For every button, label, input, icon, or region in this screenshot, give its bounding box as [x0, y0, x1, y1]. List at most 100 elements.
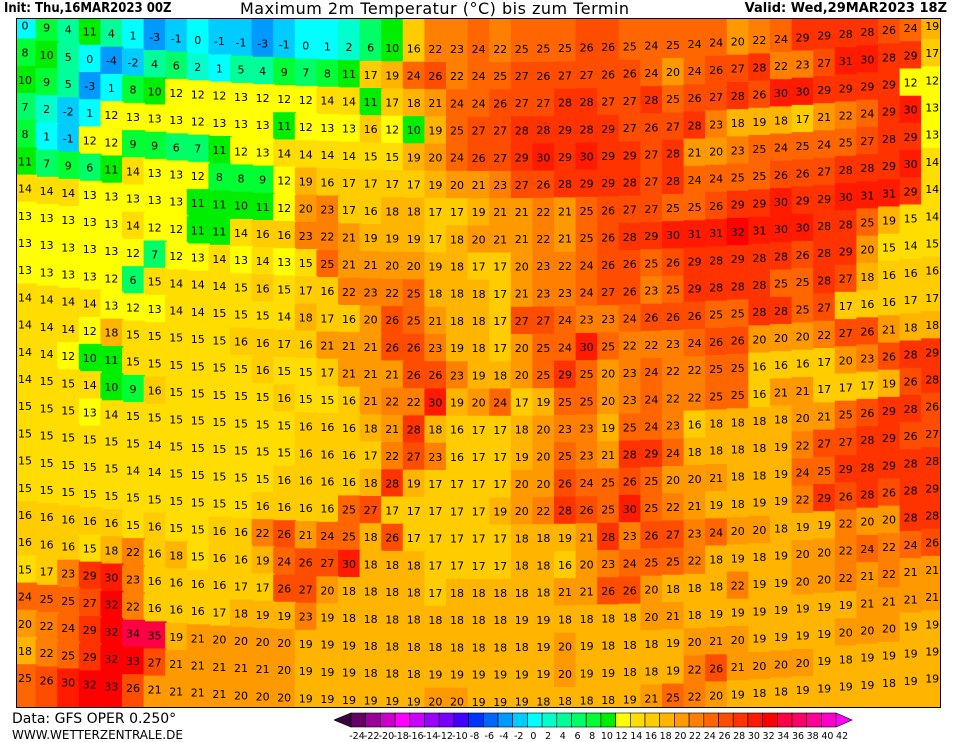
temperature-cell — [316, 549, 340, 578]
temperature-cell — [230, 137, 253, 166]
temperature-value: 28 — [839, 28, 853, 41]
temperature-cell — [683, 492, 707, 521]
temperature-cell — [554, 578, 577, 607]
temperature-cell — [316, 413, 340, 442]
temperature-value: 16 — [320, 503, 334, 516]
temperature-value: 14 — [925, 156, 939, 169]
colorbar-tick-label: -8 — [470, 731, 479, 741]
temperature-cell — [899, 666, 923, 696]
colorbar-swatch — [468, 712, 484, 728]
temperature-cell — [791, 594, 815, 623]
temperature-value: 23 — [428, 342, 442, 355]
temperature-value: 16 — [299, 420, 313, 433]
temperature-value: 15 — [169, 386, 183, 399]
temperature-cell — [597, 522, 621, 552]
temperature-value: 26 — [796, 249, 810, 262]
temperature-cell — [230, 409, 253, 438]
temperature-value: 27 — [536, 315, 550, 328]
temperature-cell — [446, 252, 469, 281]
temperature-cell — [273, 85, 297, 114]
temperature-cell — [770, 242, 793, 271]
temperature-cell — [467, 415, 491, 445]
temperature-cell — [186, 270, 210, 300]
temperature-cell — [597, 196, 621, 225]
temperature-value: 19 — [774, 631, 788, 644]
temperature-value: 17 — [299, 284, 313, 297]
website-label[interactable]: WWW.WETTERZENTRALE.DE — [12, 728, 183, 742]
colorbar-tick-label: 14 — [630, 731, 642, 741]
temperature-value: 15 — [191, 360, 205, 373]
temperature-value: 15 — [191, 469, 205, 482]
temperature-value: 21 — [428, 315, 442, 328]
temperature-value: 21 — [169, 685, 183, 698]
temperature-value: 19 — [299, 665, 313, 678]
temperature-value: 17 — [342, 177, 356, 190]
temperature-value: 17 — [407, 505, 421, 518]
temperature-cell — [554, 605, 577, 634]
temperature-cell — [726, 245, 750, 274]
temperature-cell — [381, 61, 405, 90]
temperature-cell — [662, 139, 685, 169]
temperature-value: 15 — [191, 442, 205, 455]
temperature-value: 30 — [428, 396, 442, 409]
temperature-value: 17 — [493, 342, 507, 355]
temperature-value: 26 — [623, 476, 637, 489]
temperature-cell — [143, 376, 167, 405]
temperature-value: 29 — [83, 570, 97, 583]
temperature-value: 9 — [65, 160, 72, 173]
temperature-cell — [834, 509, 858, 538]
temperature-cell — [467, 89, 491, 118]
temperature-cell — [143, 675, 167, 705]
temperature-cell — [208, 408, 232, 437]
temperature-cell — [273, 19, 297, 59]
temperature-cell — [489, 388, 513, 418]
temperature-value: 19 — [774, 550, 788, 563]
temperature-cell — [662, 221, 685, 250]
temperature-cell — [640, 303, 664, 333]
temperature-cell — [273, 248, 297, 277]
temperature-cell — [705, 518, 729, 547]
temperature-cell — [834, 19, 858, 48]
temperature-cell — [122, 266, 145, 295]
temperature-value: 12 — [126, 247, 140, 260]
colorbar-over-arrow — [835, 712, 853, 728]
temperature-value: 17 — [385, 97, 399, 110]
temperature-value: 20 — [752, 524, 766, 537]
temperature-cell — [230, 599, 253, 629]
temperature-value: 28 — [904, 512, 918, 525]
temperature-value: 29 — [558, 151, 572, 164]
temperature-cell — [143, 77, 167, 106]
temperature-value: 28 — [580, 96, 594, 109]
temperature-value: 24 — [61, 622, 75, 635]
temperature-cell — [100, 155, 124, 184]
temperature-cell — [683, 220, 707, 249]
temperature-value: 25 — [796, 303, 810, 316]
temperature-cell — [705, 83, 729, 112]
temperature-cell — [705, 273, 729, 302]
temperature-value: 24 — [644, 366, 658, 379]
temperature-value: 31 — [752, 225, 766, 238]
temperature-cell — [705, 19, 729, 57]
temperature-cell — [683, 329, 707, 358]
temperature-value: 18 — [536, 695, 550, 708]
temperature-cell — [316, 19, 340, 61]
temperature-value: 28 — [860, 489, 874, 502]
temperature-value: 20 — [234, 635, 248, 648]
temperature-value: 23 — [666, 338, 680, 351]
temperature-value: 24 — [904, 539, 918, 552]
temperature-value: 16 — [752, 361, 766, 374]
temperature-cell — [122, 130, 145, 159]
temperature-value: 32 — [104, 653, 118, 666]
temperature-value: 25 — [558, 42, 572, 55]
colorbar-tick-label: 0 — [530, 731, 536, 741]
temperature-cell — [359, 468, 383, 498]
temperature-value: 0 — [22, 19, 29, 32]
temperature-value: 15 — [234, 390, 248, 403]
temperature-value: 17 — [428, 206, 442, 219]
temperature-value: 16 — [558, 559, 572, 572]
temperature-cell — [467, 116, 491, 146]
temperature-cell — [532, 388, 556, 417]
temperature-cell — [359, 278, 383, 307]
temperature-cell — [748, 407, 772, 436]
temperature-cell — [489, 497, 513, 526]
